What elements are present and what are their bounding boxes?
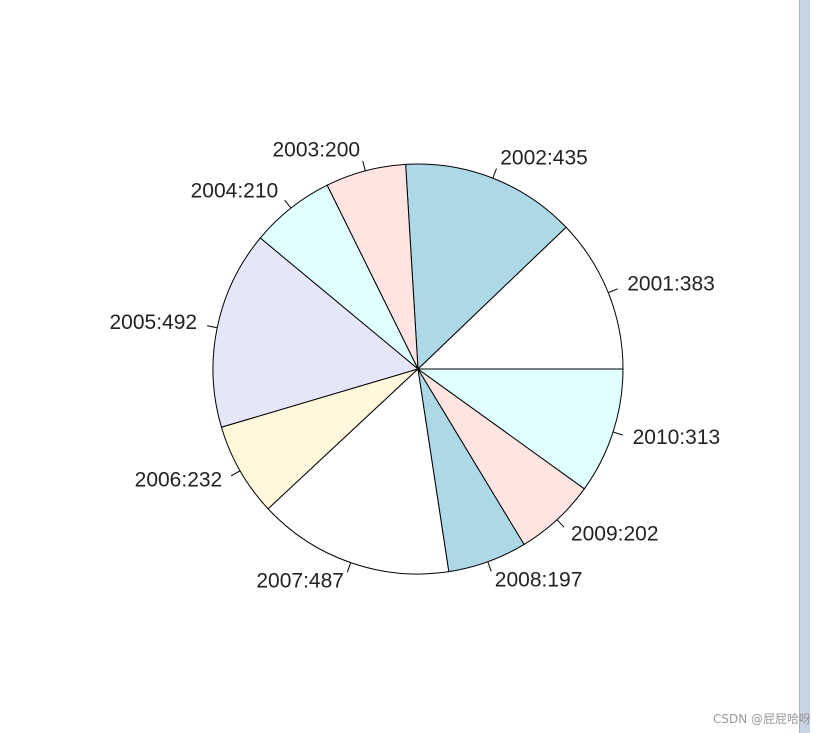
label-tick xyxy=(346,562,352,573)
slice-label: 2008:197 xyxy=(495,569,583,592)
label-tick xyxy=(612,431,624,436)
slice-label: 2010:313 xyxy=(633,426,721,449)
watermark: CSDN @屁屁哈呀 xyxy=(712,712,811,726)
label-tick xyxy=(362,160,366,172)
slice-label: 2005:492 xyxy=(110,311,198,334)
scrollbar xyxy=(799,0,810,733)
label-tick xyxy=(492,168,497,179)
slice-label: 2003:200 xyxy=(272,139,360,162)
pie-slice xyxy=(405,163,567,371)
slice-label: 2007:487 xyxy=(256,570,344,593)
label-tick xyxy=(207,325,218,329)
slice-label: 2009:202 xyxy=(571,522,659,545)
chart: 2001:383 2002:435 2003:200 2004:210 2005:492… xyxy=(110,139,721,593)
slice-label: 2001:383 xyxy=(627,273,715,296)
label-tick xyxy=(284,199,292,209)
slice-label: 2006:232 xyxy=(135,468,223,491)
label-tick xyxy=(487,561,492,572)
label-tick xyxy=(608,288,618,294)
label-tick xyxy=(556,519,565,528)
label-tick xyxy=(230,470,241,477)
pie-slice xyxy=(267,367,450,575)
pie-slice xyxy=(416,368,624,490)
slice-label: 2004:210 xyxy=(191,180,279,203)
pie-slice xyxy=(212,237,420,428)
slice-label: 2002:435 xyxy=(500,147,588,170)
